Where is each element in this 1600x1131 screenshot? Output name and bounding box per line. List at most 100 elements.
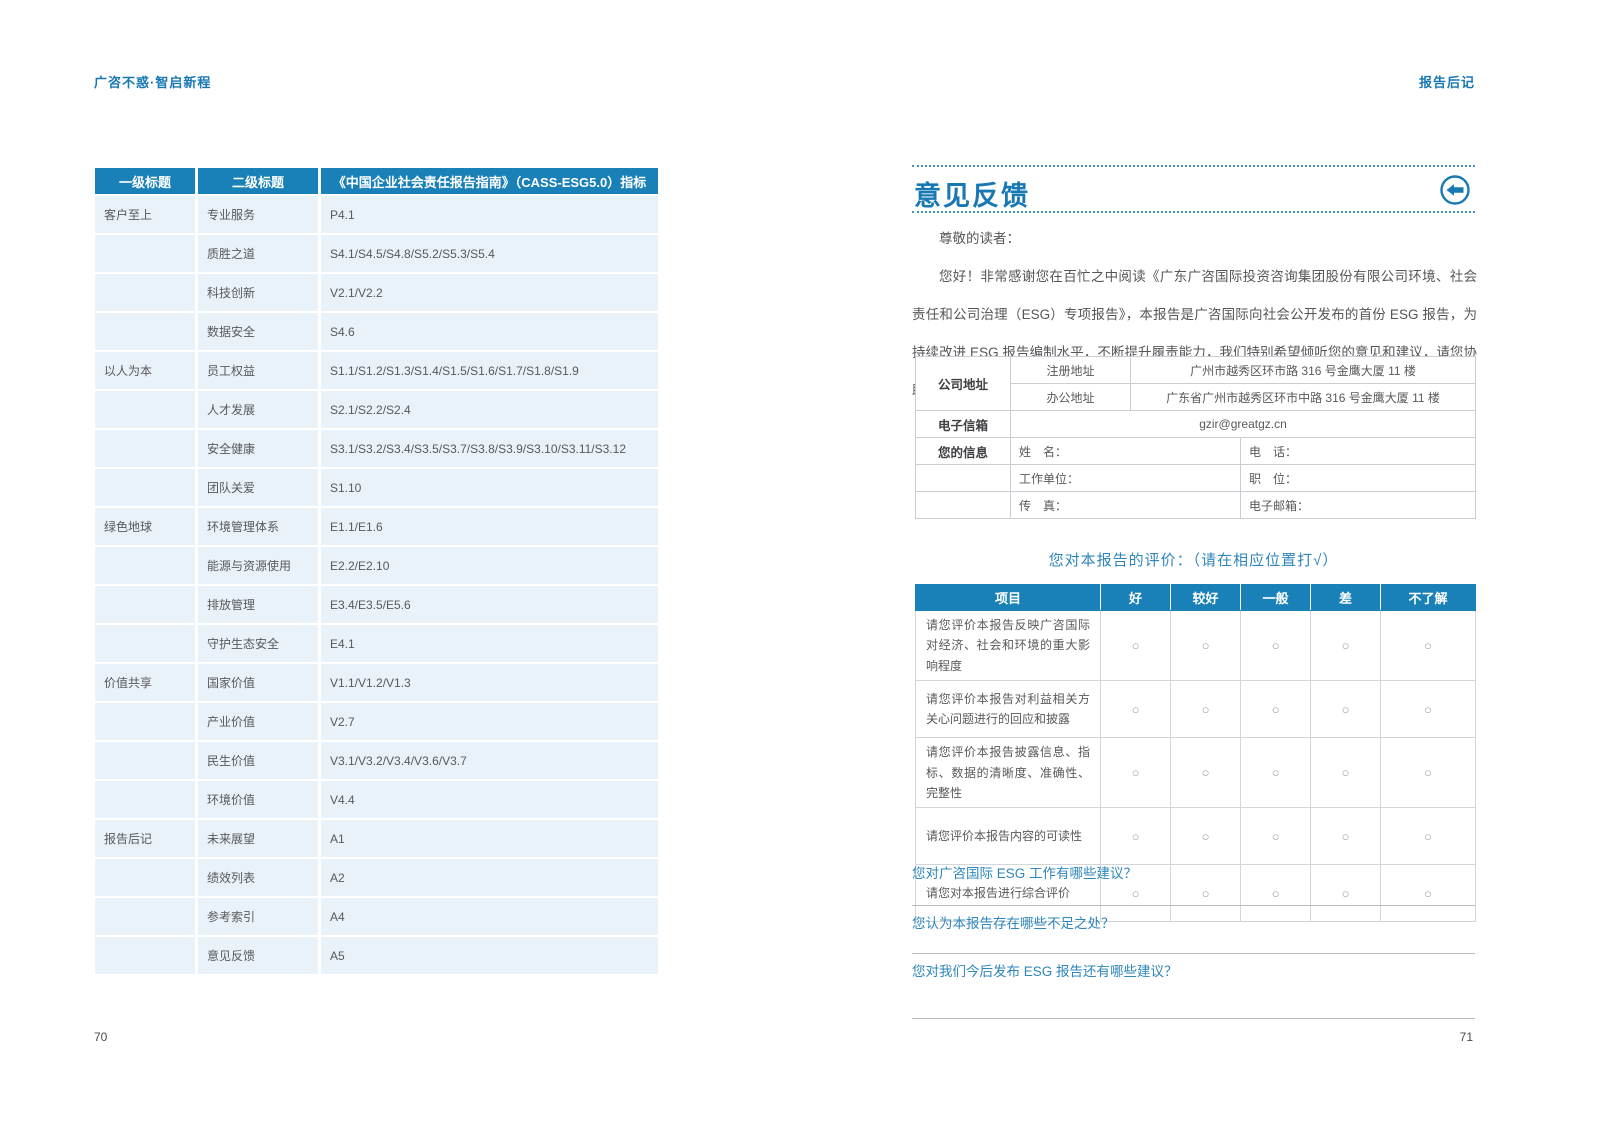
fax-field[interactable]: 传 真： <box>1010 491 1241 519</box>
rating-radio-circle[interactable]: ○ <box>1100 807 1171 866</box>
indicator-cell: E3.4/E3.5/E5.6 <box>321 586 658 623</box>
rating-radio-circle[interactable]: ○ <box>1380 680 1476 739</box>
email-value: gzir@greatgz.cn <box>1009 410 1477 438</box>
rating-header-row: 项目 好 较好 一般 差 不了解 <box>915 584 1476 611</box>
rating-radio-circle[interactable]: ○ <box>1310 609 1381 682</box>
rating-radio-circle[interactable]: ○ <box>1100 737 1171 809</box>
table-row: 报告后记 未来展望 A1 <box>95 820 658 857</box>
indicator-cell: E2.2/E2.10 <box>321 547 658 584</box>
level1-cell <box>95 859 195 896</box>
office-address-value: 广东省广州市越秀区环市中路 316 号金鹰大厦 11 楼 <box>1129 383 1477 411</box>
level1-cell <box>95 781 195 818</box>
indicator-cell: E1.1/E1.6 <box>321 508 658 545</box>
rating-radio-circle[interactable]: ○ <box>1310 807 1381 866</box>
level1-cell: 绿色地球 <box>95 508 195 545</box>
table-row: 数据安全 S4.6 <box>95 313 658 350</box>
work-unit-field[interactable]: 工作单位： <box>1010 464 1241 492</box>
index-header-level2: 二级标题 <box>198 168 318 194</box>
rating-item-label: 请您评价本报告内容的可读性 <box>915 807 1101 866</box>
answer-line[interactable] <box>912 1018 1475 1019</box>
level2-cell: 质胜之道 <box>198 235 318 272</box>
rating-radio-circle[interactable]: ○ <box>1240 609 1311 682</box>
question-future-reports: 您对我们今后发布 ESG 报告还有哪些建议？ <box>912 964 1178 979</box>
question-esg-suggestions: 您对广咨国际 ESG 工作有哪些建议？ <box>912 866 1138 881</box>
rating-radio-circle[interactable]: ○ <box>1170 737 1241 809</box>
level2-cell: 环境管理体系 <box>198 508 318 545</box>
table-row: 守护生态安全 E4.1 <box>95 625 658 662</box>
rating-col-poor: 差 <box>1310 584 1381 611</box>
table-row: 质胜之道 S4.1/S4.5/S4.8/S5.2/S5.3/S5.4 <box>95 235 658 272</box>
rating-radio-circle[interactable]: ○ <box>1240 680 1311 739</box>
level2-cell: 安全健康 <box>198 430 318 467</box>
esg-index-table: 一级标题 二级标题 《中国企业社会责任报告指南》（CASS-ESG5.0）指标 … <box>92 166 661 976</box>
table-row: 安全健康 S3.1/S3.2/S3.4/S3.5/S3.7/S3.8/S3.9/S… <box>95 430 658 467</box>
indicator-cell: A4 <box>321 898 658 935</box>
feedback-section-header: 意见反馈 <box>912 165 1475 213</box>
rating-radio-circle[interactable]: ○ <box>1380 737 1476 809</box>
rating-radio-circle[interactable]: ○ <box>1100 680 1171 739</box>
rating-radio-circle[interactable]: ○ <box>1170 807 1241 866</box>
rating-row: 请您评价本报告反映广咨国际对经济、社会和环境的重大影响程度 ○ ○ ○ ○ ○ <box>915 609 1476 682</box>
rating-radio-circle[interactable]: ○ <box>1380 807 1476 866</box>
rating-col-item: 项目 <box>915 584 1101 611</box>
indicator-cell: V2.1/V2.2 <box>321 274 658 311</box>
answer-line[interactable] <box>912 905 1475 906</box>
rating-radio-circle[interactable]: ○ <box>1170 609 1241 682</box>
indicator-cell: E4.1 <box>321 625 658 662</box>
table-row: 参考索引 A4 <box>95 898 658 935</box>
answer-line[interactable] <box>912 953 1475 954</box>
level2-cell: 团队关爱 <box>198 469 318 506</box>
page-number-right: 71 <box>1459 1030 1473 1044</box>
level2-cell: 守护生态安全 <box>198 625 318 662</box>
table-row: 传 真： 电子邮箱： <box>915 491 1477 519</box>
level1-cell <box>95 742 195 779</box>
level1-cell <box>95 430 195 467</box>
level2-cell: 未来展望 <box>198 820 318 857</box>
rating-radio-circle[interactable]: ○ <box>1310 680 1381 739</box>
email-input-field[interactable]: 电子邮箱： <box>1239 491 1477 519</box>
rating-row: 请您对本报告进行综合评价 ○ ○ ○ ○ ○ <box>915 864 1476 923</box>
rating-row: 请您评价本报告披露信息、指标、数据的清晰度、准确性、完整性 ○ ○ ○ ○ ○ <box>915 737 1476 809</box>
indicator-cell: A1 <box>321 820 658 857</box>
rating-radio-circle[interactable]: ○ <box>1310 737 1381 809</box>
level1-cell <box>95 937 195 974</box>
table-row: 环境价值 V4.4 <box>95 781 658 818</box>
level1-cell <box>95 469 195 506</box>
position-field[interactable]: 职 位： <box>1239 464 1477 492</box>
rating-row: 请您评价本报告内容的可读性 ○ ○ ○ ○ ○ <box>915 807 1476 866</box>
rating-radio-circle[interactable]: ○ <box>1100 609 1171 682</box>
level2-cell: 环境价值 <box>198 781 318 818</box>
level2-cell: 民生价值 <box>198 742 318 779</box>
level2-cell: 数据安全 <box>198 313 318 350</box>
level1-cell: 客户至上 <box>95 196 195 233</box>
name-field[interactable]: 姓 名： <box>1010 437 1241 465</box>
index-header-level1: 一级标题 <box>95 168 195 194</box>
indicator-cell: V2.7 <box>321 703 658 740</box>
empty-cell <box>915 491 1011 519</box>
rating-radio-circle[interactable]: ○ <box>1240 864 1311 923</box>
level2-cell: 国家价值 <box>198 664 318 701</box>
rating-radio-circle[interactable]: ○ <box>1380 609 1476 682</box>
right-running-head: 报告后记 <box>1418 75 1475 90</box>
rating-radio-circle[interactable]: ○ <box>1380 864 1476 923</box>
back-arrow-icon[interactable] <box>1439 174 1471 206</box>
rating-radio-circle[interactable]: ○ <box>1310 864 1381 923</box>
table-row: 意见反馈 A5 <box>95 937 658 974</box>
level1-cell <box>95 274 195 311</box>
table-row: 人才发展 S2.1/S2.2/S2.4 <box>95 391 658 428</box>
level1-cell: 以人为本 <box>95 352 195 389</box>
index-header-cass-esg: 《中国企业社会责任报告指南》（CASS-ESG5.0）指标 <box>321 168 658 194</box>
rating-item-label: 请您评价本报告反映广咨国际对经济、社会和环境的重大影响程度 <box>915 609 1101 682</box>
registered-address-label: 注册地址 <box>1010 356 1131 384</box>
phone-field[interactable]: 电 话： <box>1239 437 1477 465</box>
rating-row: 请您评价本报告对利益相关方关心问题进行的回应和披露 ○ ○ ○ ○ ○ <box>915 680 1476 739</box>
level2-cell: 能源与资源使用 <box>198 547 318 584</box>
indicator-cell: S4.1/S4.5/S4.8/S5.2/S5.3/S5.4 <box>321 235 658 272</box>
rating-radio-circle[interactable]: ○ <box>1240 807 1311 866</box>
rating-radio-circle[interactable]: ○ <box>1240 737 1311 809</box>
level2-cell: 专业服务 <box>198 196 318 233</box>
rating-radio-circle[interactable]: ○ <box>1170 680 1241 739</box>
rating-col-good: 好 <box>1100 584 1171 611</box>
rating-radio-circle[interactable]: ○ <box>1100 864 1171 923</box>
company-address-label: 公司地址 <box>915 356 1011 411</box>
